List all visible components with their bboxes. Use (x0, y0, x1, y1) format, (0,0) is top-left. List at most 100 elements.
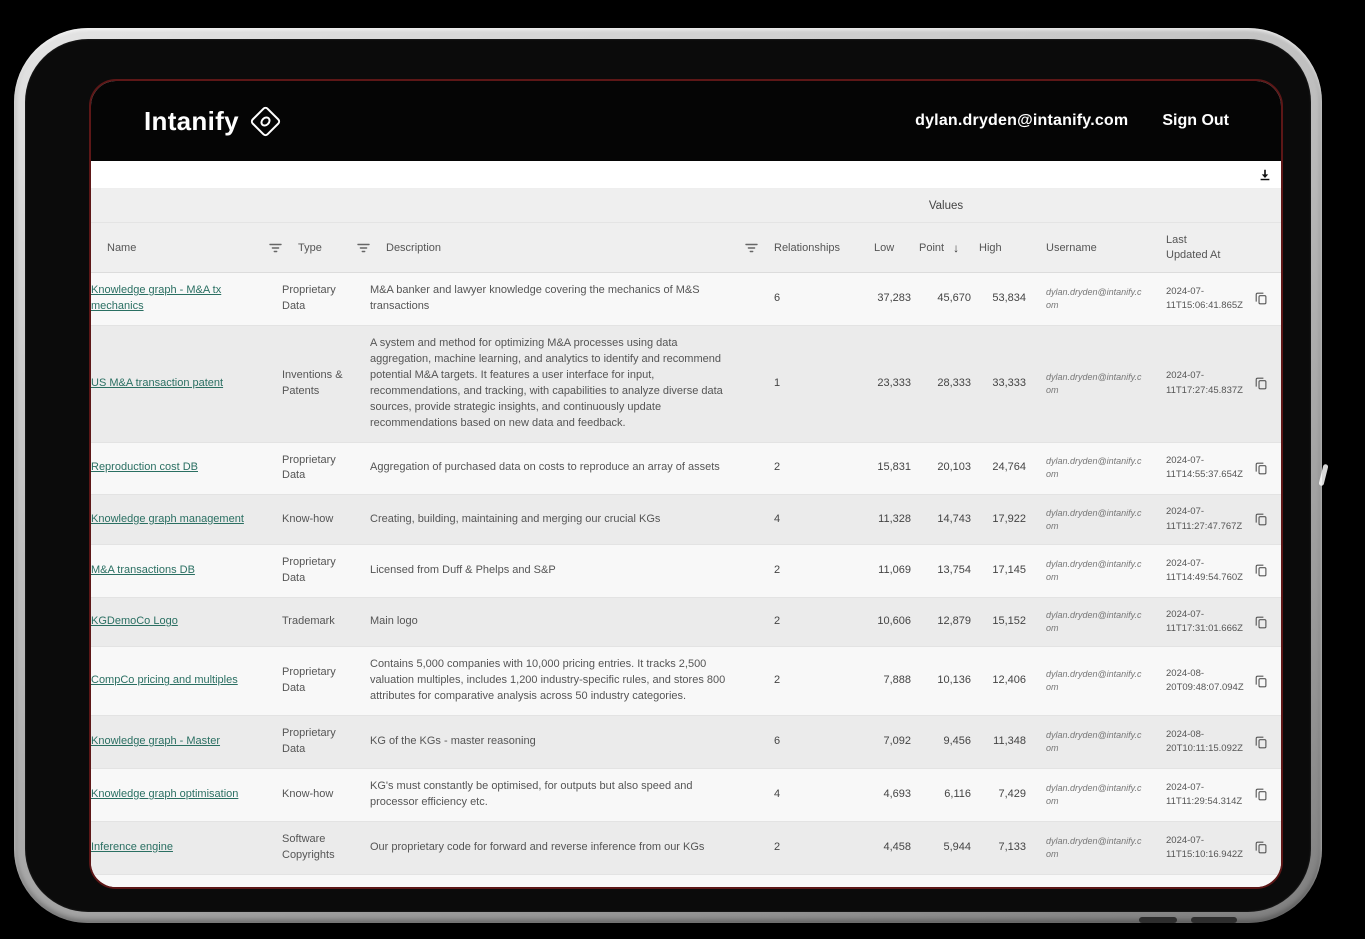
asset-name-link[interactable]: Inference engine (91, 840, 173, 853)
table-body: Knowledge graph - M&A tx mechanics Propr… (91, 273, 1281, 887)
table-header-row: Name Type (91, 223, 1281, 273)
copy-icon (1255, 564, 1267, 577)
high-value-cell: 17,922 (992, 512, 1026, 525)
values-group-label: Values (928, 199, 964, 212)
username-cell: dylan.dryden@intanify.com (1046, 782, 1142, 806)
column-header-name[interactable]: Name (107, 242, 298, 254)
brand: Intanify (144, 104, 282, 138)
tablet-side-highlight (1318, 463, 1329, 487)
copy-button[interactable] (1255, 788, 1267, 801)
username-cell: dylan.dryden@intanify.com (1046, 609, 1142, 633)
relationships-cell: 2 (774, 461, 781, 474)
low-value-cell: 7,888 (883, 674, 911, 687)
asset-name-cell: Knowledge graph management (91, 512, 282, 528)
table-toolbar (91, 161, 1281, 189)
asset-description-cell: A system and method for optimizing M&A p… (370, 336, 723, 429)
point-value-cell: 45,670 (937, 291, 971, 304)
table-row: Knowledge graph optimisation Know-how KG… (91, 768, 1281, 822)
asset-name-cell: Reproduction cost DB (91, 460, 282, 476)
column-header-type[interactable]: Type (298, 242, 386, 254)
speaker-slot (1191, 917, 1237, 923)
relationships-cell: 1 (774, 376, 781, 389)
copy-icon (1255, 513, 1267, 526)
last-updated-cell: 2024-07-11T11:29:54.314Z (1166, 781, 1243, 807)
asset-name-link[interactable]: Reproduction cost DB (91, 461, 198, 474)
copy-button[interactable] (1255, 841, 1267, 854)
copy-button[interactable] (1255, 616, 1267, 629)
asset-name-cell: Inference engine (91, 840, 282, 856)
copy-icon (1255, 377, 1267, 390)
table-row: Domain portfolio Domains & Handles 34 do… (91, 874, 1281, 887)
column-header-relationships[interactable]: Relationships (774, 241, 841, 254)
copy-cell (1241, 736, 1281, 749)
sort-desc-icon[interactable]: ↓ (953, 240, 960, 255)
relationships-cell: 4 (774, 787, 781, 800)
copy-cell (1241, 841, 1281, 854)
sign-out-button[interactable]: Sign Out (1162, 112, 1229, 129)
asset-name-link[interactable]: KGDemoCo Logo (91, 615, 178, 628)
download-button[interactable] (1256, 166, 1274, 184)
copy-cell (1241, 462, 1281, 475)
download-icon (1260, 169, 1270, 180)
copy-button[interactable] (1255, 513, 1267, 526)
asset-type-cell: Domains & Handles (282, 885, 370, 887)
asset-description-cell: Licensed from Duff & Phelps and S&P (370, 563, 556, 576)
asset-name-link[interactable]: CompCo pricing and multiples (91, 674, 238, 687)
copy-button[interactable] (1255, 736, 1267, 749)
asset-name-cell: M&A transactions DB (91, 563, 282, 579)
relationships-cell: 2 (774, 840, 781, 853)
point-value-cell: 14,743 (937, 512, 971, 525)
copy-icon (1255, 616, 1267, 628)
last-updated-cell: 2024-07-11T17:31:01.666Z (1166, 608, 1243, 634)
asset-name-link[interactable]: Knowledge graph management (91, 512, 244, 525)
user-email: dylan.dryden@intanify.com (915, 112, 1129, 129)
point-value-cell: 6,116 (944, 787, 971, 800)
low-value-cell: 4,693 (883, 787, 911, 800)
column-header-point[interactable]: Point ↓ (919, 240, 960, 255)
high-value-cell: 12,406 (992, 674, 1026, 687)
point-value-cell: 10,136 (937, 674, 971, 687)
asset-name-link[interactable]: Knowledge graph - Master (91, 735, 221, 748)
filter-icon[interactable] (745, 243, 758, 253)
point-value-cell: 12,879 (937, 615, 971, 628)
asset-type-cell: Proprietary Data (282, 453, 336, 482)
asset-name-cell: KGDemoCo Logo (91, 614, 282, 630)
asset-name-cell: CompCo pricing and multiples (91, 673, 282, 689)
copy-cell (1241, 292, 1281, 305)
asset-type-cell: Trademark (282, 615, 335, 628)
low-value-cell: 37,283 (877, 291, 911, 304)
asset-name-cell: US M&A transaction patent (91, 376, 282, 392)
relationships-cell: 2 (774, 563, 781, 576)
filter-icon[interactable] (357, 243, 370, 253)
copy-button[interactable] (1255, 675, 1267, 688)
asset-name-link[interactable]: US M&A transaction patent (91, 376, 224, 389)
app-header: Intanify dylan.dryden@intanify.com Sign … (91, 81, 1281, 161)
filter-icon[interactable] (269, 243, 282, 253)
username-cell: dylan.dryden@intanify.com (1046, 371, 1142, 395)
asset-type-cell: Software Copyrights (282, 832, 335, 861)
column-header-description[interactable]: Description (386, 242, 766, 254)
copy-button[interactable] (1255, 292, 1267, 305)
copy-cell (1241, 513, 1281, 526)
copy-icon (1255, 675, 1267, 688)
table-row: KGDemoCo Logo Trademark Main logo 2 10,6… (91, 597, 1281, 648)
table-row: Inference engine Software Copyrights Our… (91, 821, 1281, 875)
copy-button[interactable] (1255, 564, 1267, 577)
screen-edge: Intanify dylan.dryden@intanify.com Sign … (89, 79, 1283, 889)
username-cell: dylan.dryden@intanify.com (1046, 558, 1142, 582)
asset-name-link[interactable]: Knowledge graph optimisation (91, 787, 239, 800)
asset-type-cell: Proprietary Data (282, 555, 336, 584)
column-header-last-updated[interactable]: Last Updated At (1166, 233, 1221, 261)
column-header-low[interactable]: Low (874, 241, 895, 254)
last-updated-cell: 2024-08-20T10:11:15.092Z (1166, 728, 1243, 754)
table-row: CompCo pricing and multiples Proprietary… (91, 647, 1281, 717)
asset-name-link[interactable]: M&A transactions DB (91, 563, 195, 576)
asset-name-link[interactable]: Knowledge graph - M&A tx mechanics (91, 284, 222, 312)
copy-button[interactable] (1255, 377, 1267, 390)
low-value-cell: 15,831 (877, 461, 911, 474)
high-value-cell: 15,152 (992, 615, 1026, 628)
copy-button[interactable] (1255, 462, 1267, 475)
column-header-username[interactable]: Username (1046, 241, 1097, 254)
copy-icon (1255, 841, 1267, 854)
column-header-high[interactable]: High (979, 241, 1002, 254)
